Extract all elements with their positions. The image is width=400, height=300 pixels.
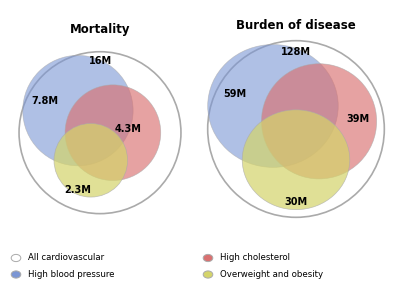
Title: Mortality: Mortality [70,23,130,36]
Ellipse shape [23,56,133,166]
Text: 7.8M: 7.8M [31,96,58,106]
Text: 39M: 39M [346,114,369,124]
Text: 128M: 128M [281,47,311,57]
Ellipse shape [242,110,350,210]
Title: Burden of disease: Burden of disease [236,19,356,32]
Text: 4.3M: 4.3M [114,124,141,134]
Text: 59M: 59M [223,89,246,99]
Text: 16M: 16M [88,56,112,66]
Text: 30M: 30M [284,197,308,207]
Text: Overweight and obesity: Overweight and obesity [220,270,323,279]
Text: 2.3M: 2.3M [64,185,91,195]
Ellipse shape [262,64,377,179]
Ellipse shape [65,85,161,181]
Ellipse shape [208,44,338,167]
Text: High cholesterol: High cholesterol [220,254,290,262]
Ellipse shape [54,124,128,197]
Text: All cardiovascular: All cardiovascular [28,254,104,262]
Text: High blood pressure: High blood pressure [28,270,114,279]
